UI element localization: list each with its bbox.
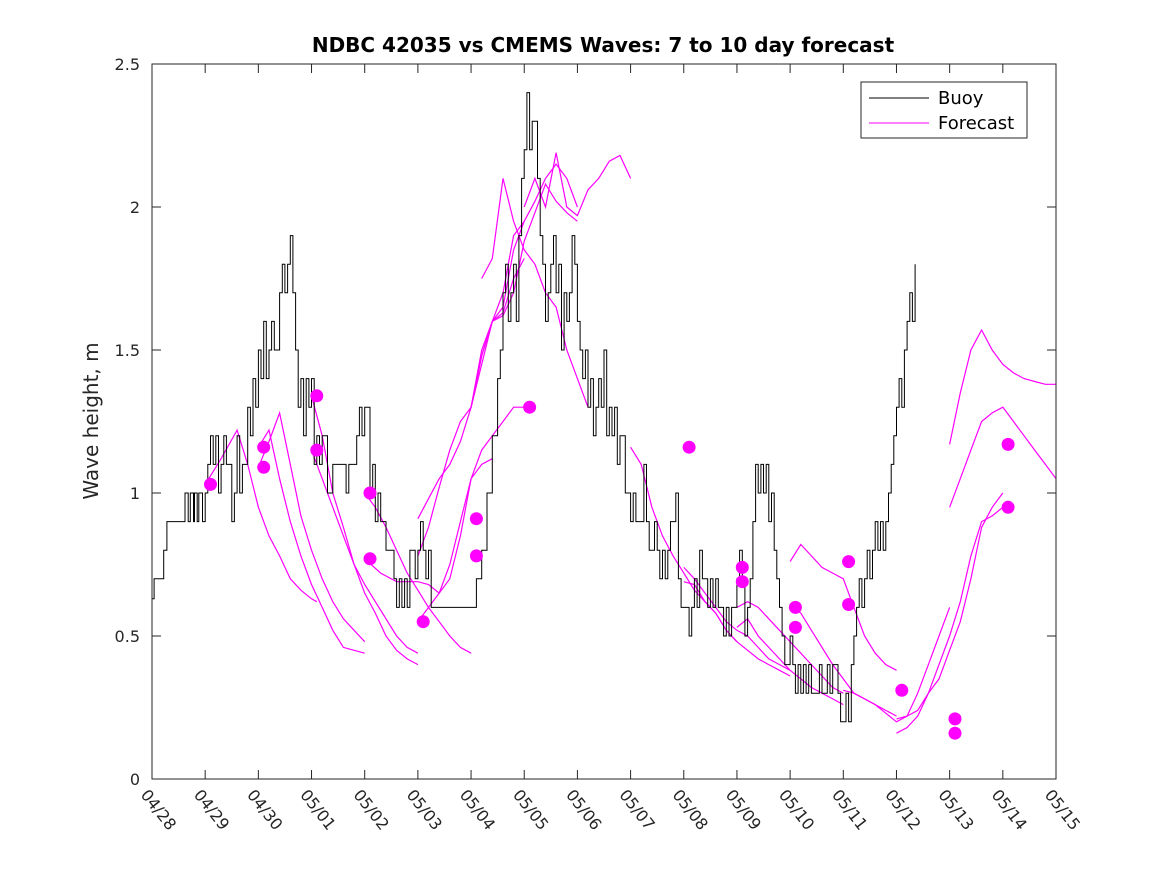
x-tick-label: 05/04 [456, 786, 499, 834]
forecast-marker [257, 460, 271, 474]
legend-box [860, 81, 1028, 139]
forecast-markers [204, 389, 1015, 740]
forecast-line [949, 406, 1056, 508]
x-tick-label: 04/28 [137, 786, 180, 834]
forecast-marker [842, 598, 856, 611]
forecast-marker [788, 620, 802, 634]
plot-area [152, 64, 1056, 779]
forecast-marker [788, 600, 802, 614]
forecast-marker [895, 683, 909, 697]
buoy-line [152, 92, 916, 723]
buoy-series [152, 92, 916, 723]
forecast-marker [469, 512, 483, 526]
forecast-line [789, 543, 897, 671]
forecast-line [257, 428, 365, 654]
forecast-line [736, 617, 844, 706]
forecast-marker [363, 486, 377, 500]
x-tick-label: 05/08 [669, 786, 712, 834]
forecast-line [683, 566, 791, 671]
forecast-marker [523, 400, 537, 414]
forecast-marker [948, 712, 962, 726]
forecast-line [896, 492, 1004, 720]
y-tick-label: 1 [130, 484, 140, 503]
forecast-marker [735, 560, 749, 574]
forecast-line [949, 328, 1056, 445]
forecast-line [843, 607, 951, 723]
forecast-marker [842, 555, 856, 569]
forecast-marker [363, 552, 377, 566]
forecast-marker [310, 389, 324, 403]
chart-title: NDBC 42035 vs CMEMS Waves: 7 to 10 day f… [312, 33, 895, 57]
legend-forecast-label: Forecast [938, 113, 1014, 134]
x-tick-label: 05/06 [562, 786, 605, 834]
forecast-line [683, 581, 791, 677]
plot-frame [151, 63, 1057, 780]
x-tick-label: 04/29 [190, 786, 233, 834]
y-tick-label: 1.5 [115, 341, 140, 360]
forecast-line [257, 410, 366, 643]
legend: Buoy Forecast [860, 81, 1028, 139]
forecast-marker [735, 575, 749, 589]
forecast-marker [948, 726, 962, 740]
forecast-marker [1001, 500, 1015, 514]
x-tick-label: 05/10 [775, 786, 818, 834]
x-tick-label: 05/15 [1041, 786, 1084, 834]
forecast-marker [682, 440, 696, 454]
forecast-line [364, 492, 472, 654]
forecast-marker [1001, 437, 1015, 451]
legend-buoy-label: Buoy [938, 88, 984, 109]
y-axis-label: Wave height, m [79, 342, 103, 499]
x-tick-label: 05/01 [296, 786, 339, 834]
forecast-line [417, 406, 525, 623]
forecast-marker [416, 615, 430, 629]
x-tick-label: 05/13 [934, 786, 977, 834]
x-tick-label: 05/09 [722, 786, 765, 834]
forecast-line [789, 604, 897, 717]
x-tick-label: 05/07 [615, 786, 658, 834]
forecast-line [896, 506, 1004, 734]
y-tick-label: 2 [130, 198, 140, 217]
forecast-line [204, 428, 318, 603]
forecast-line [310, 395, 419, 666]
y-axis: 0 0.5 1 1.5 2 2.5 [115, 55, 1056, 789]
x-tick-label: 05/02 [350, 786, 393, 834]
forecast-marker [469, 549, 483, 563]
y-tick-label: 0.5 [115, 627, 140, 646]
x-tick-label: 05/12 [881, 786, 924, 834]
x-tick-label: 05/11 [828, 786, 871, 834]
forecast-line [523, 152, 632, 217]
y-tick-label: 2.5 [115, 55, 140, 74]
forecast-line [470, 182, 578, 408]
x-tick-label: 05/14 [988, 786, 1031, 834]
x-tick-label: 04/30 [243, 786, 286, 834]
forecast-line [310, 449, 419, 654]
forecast-line [481, 178, 589, 408]
x-tick-label: 05/05 [509, 786, 552, 834]
forecast-marker [257, 440, 271, 454]
forecast-marker [310, 443, 324, 457]
y-tick-label: 0 [130, 770, 140, 789]
x-tick-label: 05/03 [403, 786, 446, 834]
forecast-marker [204, 477, 217, 491]
